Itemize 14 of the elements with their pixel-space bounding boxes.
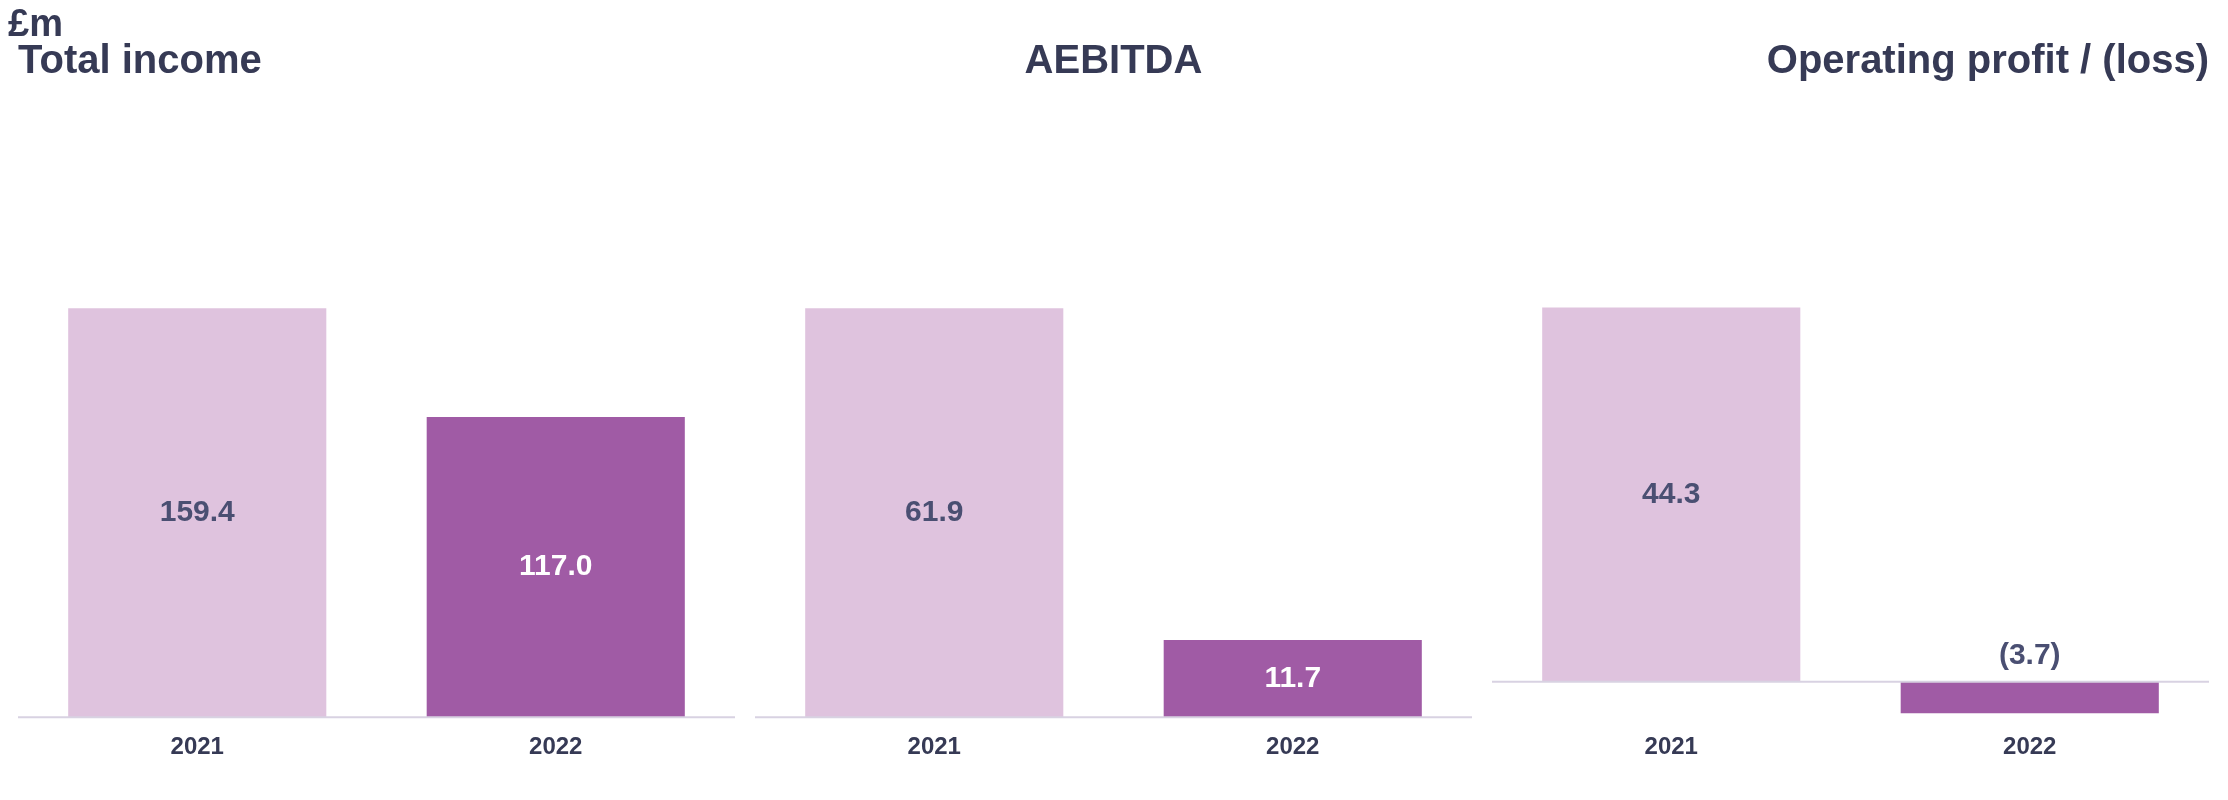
chart-title: Operating profit / (loss) <box>1766 37 2209 82</box>
chart-title: AEBITDA <box>1024 37 1203 82</box>
x-tick-label: 2021 <box>170 732 224 760</box>
data-label: 159.4 <box>159 493 236 527</box>
data-label: 117.0 <box>519 548 593 582</box>
data-label: 44.3 <box>1642 475 1701 509</box>
data-label: 11.7 <box>1264 659 1322 693</box>
x-tick-label: 2021 <box>907 732 961 760</box>
data-label: (3.7) <box>1998 637 2061 671</box>
x-tick-label: 2022 <box>1266 732 1320 760</box>
x-tick-label: 2022 <box>529 732 583 760</box>
data-label: 61.9 <box>905 493 964 527</box>
x-tick-label: 2022 <box>2003 732 2057 760</box>
x-tick-label: 2021 <box>1644 732 1698 760</box>
